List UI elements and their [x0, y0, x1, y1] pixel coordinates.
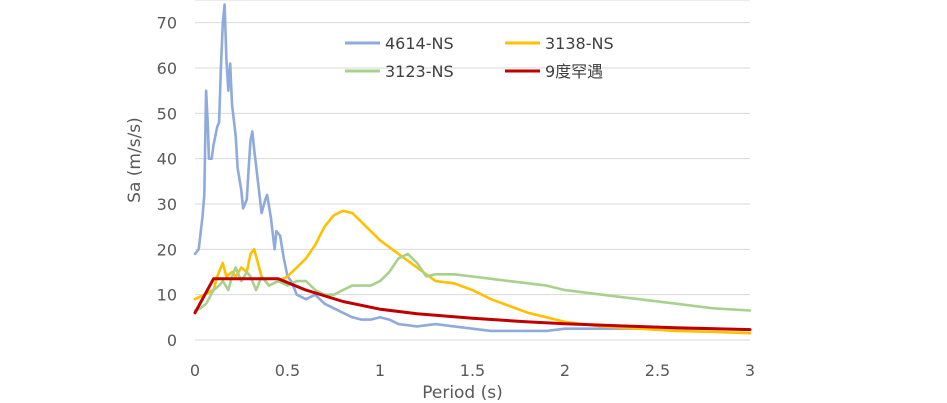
x-tick-label-5: 2.5: [645, 361, 670, 380]
x-tick-label-1: 0.5: [275, 361, 300, 380]
series-line-2: [193, 252, 752, 312]
legend-label-1: 3138-NS: [545, 34, 614, 53]
y-tick-label-1: 10: [157, 286, 177, 305]
series-line-1: [193, 209, 752, 335]
x-tick-label-0: 0: [190, 361, 200, 380]
legend-label-0: 4614-NS: [385, 34, 454, 53]
y-tick-label-5: 50: [157, 104, 177, 123]
y-tick-label-2: 20: [157, 240, 177, 259]
y-tick-label-3: 30: [157, 195, 177, 214]
x-tick-label-6: 3: [745, 361, 755, 380]
x-tick-label-2: 1: [375, 361, 385, 380]
y-tick-label-7: 70: [157, 14, 177, 33]
legend-label-3: 9度罕遇: [545, 62, 603, 81]
y-tick-label-0: 0: [167, 331, 177, 350]
y-tick-label-4: 40: [157, 150, 177, 169]
x-tick-labels: 0 0.5 1 1.5 2 2.5 3: [190, 361, 755, 380]
series-lines: [193, 3, 752, 335]
y-axis-title: Sa (m/s/s): [125, 117, 145, 203]
gridlines: [195, 0, 750, 296]
series-line-0: [193, 3, 752, 333]
x-axis-title: Period (s): [422, 383, 503, 403]
x-tick-label-3: 1.5: [460, 361, 485, 380]
series-line-3: [193, 277, 752, 332]
y-tick-labels: 0 10 20 30 40 50 60 70: [157, 14, 177, 350]
legend-label-2: 3123-NS: [385, 62, 454, 81]
x-tick-label-4: 2: [560, 361, 570, 380]
y-tick-label-6: 60: [157, 59, 177, 78]
legend: 4614-NS 3138-NS 3123-NS 9度罕遇: [345, 34, 614, 81]
